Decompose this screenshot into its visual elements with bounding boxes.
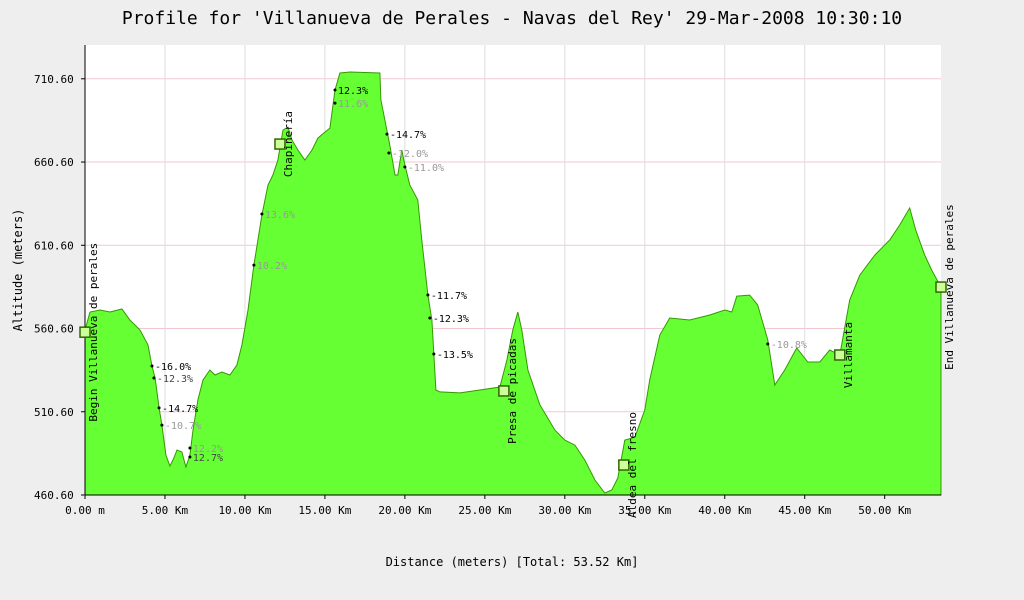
waypoint-marker [834,349,846,361]
chart-title: Profile for 'Villanueva de Perales - Nav… [122,8,902,29]
slope-point [260,212,264,216]
waypoint-marker [498,385,510,397]
slope-label: -10.7% [165,421,201,432]
x-tick-label: 35.00 Km [618,504,671,517]
y-tick-label: 660.60 [34,156,74,169]
waypoint-marker [935,281,947,293]
slope-label: 12.3% [338,86,368,97]
y-tick-label: 610.60 [34,239,74,252]
slope-point [385,132,389,136]
slope-point [150,364,154,368]
slope-label: 13.6% [265,210,295,221]
waypoint-label: End Villanueva de perales [943,204,956,370]
slope-point [188,446,192,450]
waypoint-marker [618,459,630,471]
x-tick-label: 20.00 Km [378,504,431,517]
slope-point [152,376,156,380]
slope-point [428,316,432,320]
waypoint-label: Chapinería [282,111,295,177]
x-tick-label: 25.00 Km [458,504,511,517]
waypoint-label: Villamanta [842,322,855,388]
x-tick-label: 5.00 Km [142,504,189,517]
y-tick-label: 710.60 [34,73,74,86]
waypoint-label: Aldea del fresno [626,412,639,518]
slope-point [766,342,770,346]
slope-point [252,263,256,267]
slope-label: 12.2% [193,444,223,455]
slope-label: 10.2% [257,261,287,272]
waypoint-label: Presa de picadas [506,338,519,444]
x-tick-label: 50.00 Km [858,504,911,517]
x-tick-label: 40.00 Km [698,504,751,517]
y-axis-label: Altitude (meters) [11,209,25,332]
x-tick-label: 15.00 Km [298,504,351,517]
slope-point [333,88,337,92]
slope-point [426,293,430,297]
altitude-area [84,71,942,496]
waypoint-label: Begin Villanueva de perales [87,243,100,422]
x-axis-label: Distance (meters) [Total: 53.52 Km] [386,555,639,569]
slope-label: -14.7% [162,404,198,415]
slope-label: -12.3% [433,314,469,325]
slope-point [160,423,164,427]
x-tick-label: 45.00 Km [778,504,831,517]
slope-point [387,151,391,155]
slope-point [432,352,436,356]
slope-label: -10.8% [771,340,807,351]
x-tick-label: 30.00 Km [538,504,591,517]
x-tick-label: 10.00 Km [218,504,271,517]
slope-point [403,165,407,169]
slope-label: 11.6% [338,99,368,110]
slope-label: -14.7% [390,130,426,141]
slope-label: -11.7% [431,291,467,302]
waypoint-marker [79,326,91,338]
y-tick-label: 560.60 [34,323,74,336]
y-tick-label: 510.60 [34,406,74,419]
slope-label: 12.7% [193,453,223,464]
slope-point [333,101,337,105]
waypoint-marker [274,138,286,150]
slope-point [188,455,192,459]
slope-label: -12.0% [392,149,428,160]
slope-point [157,406,161,410]
slope-label: -11.0% [408,163,444,174]
slope-label: -16.0% [155,362,191,373]
slope-label: -13.5% [437,350,473,361]
y-tick-label: 460.60 [34,489,74,502]
slope-label: -12.3% [157,374,193,385]
x-tick-label: 0.00 m [65,504,105,517]
